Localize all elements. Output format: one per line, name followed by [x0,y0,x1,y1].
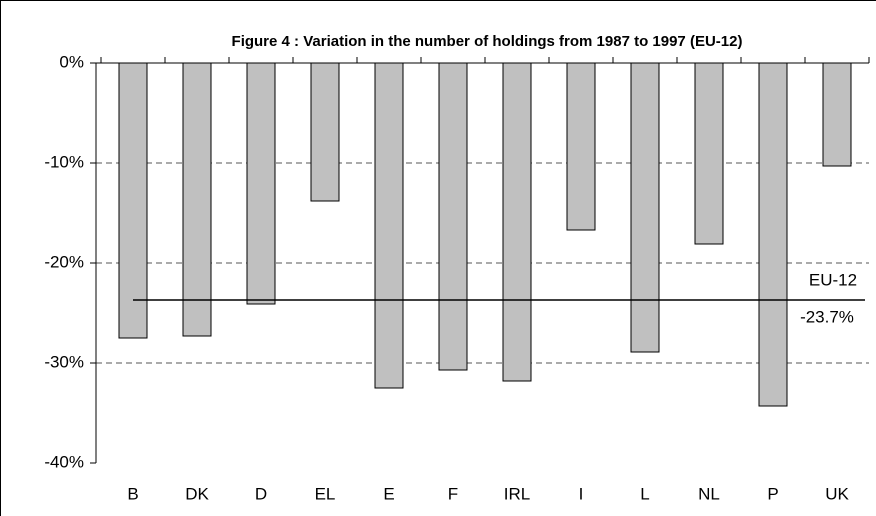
x-tick-label: D [255,484,267,503]
x-tick-label: B [127,484,138,503]
bar [566,62,596,231]
bar [502,62,532,382]
bar [374,62,404,389]
bar [310,62,340,202]
x-tick-label: UK [825,484,849,503]
x-tick-label: P [767,484,778,503]
y-tick-label: -10% [44,152,84,171]
x-tick-label: EL [315,484,336,503]
bar [246,62,276,305]
x-tick-label: NL [698,484,720,503]
reference-label: EU-12 [809,270,857,289]
y-tick-label: -40% [44,452,84,471]
x-tick-label: L [640,484,649,503]
bar [694,62,724,245]
bar [182,62,212,337]
chart-title: Figure 4 : Variation in the number of ho… [232,33,743,50]
x-tick-label: I [579,484,584,503]
x-tick-label: F [448,484,458,503]
y-tick-label: -30% [44,352,84,371]
bar [118,62,148,339]
y-tick-label: -20% [44,252,84,271]
x-tick-label: DK [185,484,209,503]
bar [438,62,468,371]
reference-value-label: -23.7% [800,307,854,326]
x-tick-label: E [383,484,394,503]
x-tick-label: IRL [504,484,530,503]
bar [630,62,660,353]
y-tick-label: 0% [59,52,84,71]
bar [822,62,852,167]
bar [758,62,788,407]
